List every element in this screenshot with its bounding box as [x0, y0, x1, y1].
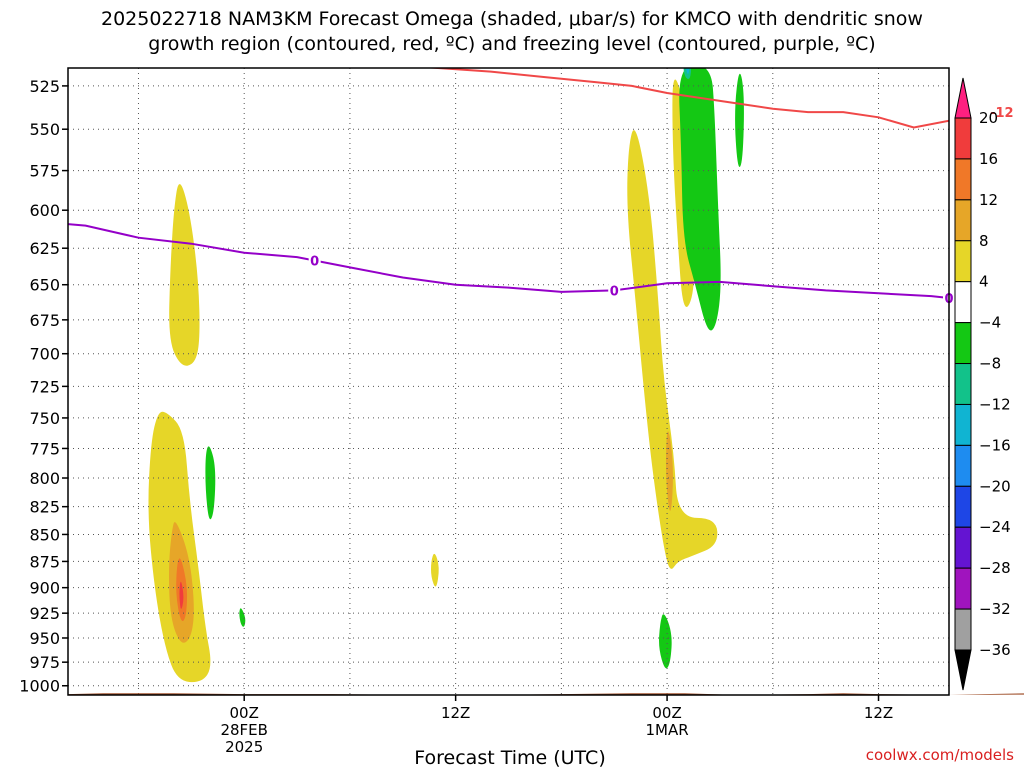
- omega-region-14: [735, 73, 744, 168]
- y-tick-label-550: 550: [29, 120, 60, 139]
- chart-title-line-1: 2025022718 NAM3KM Forecast Omega (shaded…: [101, 8, 923, 30]
- omega-region-9: [665, 431, 673, 511]
- omega-region-11: [679, 68, 721, 331]
- y-tick-label-725: 725: [29, 377, 60, 396]
- colorbar-label-6: −8: [979, 355, 1001, 373]
- temperature-contours: [68, 68, 949, 299]
- y-tick-label-925: 925: [29, 604, 60, 623]
- omega-region-0: [169, 184, 200, 366]
- colorbar-box-0: [954, 117, 972, 160]
- colorbar-label-11: −28: [979, 559, 1011, 577]
- y-tick-label-850: 850: [29, 525, 60, 544]
- plot-frame: [67, 67, 950, 696]
- freezing-level-contour-label-bg-0: [308, 253, 321, 268]
- omega-region-7: [431, 553, 439, 587]
- colorbar-box-3: [954, 240, 972, 283]
- colorbar-label-10: −24: [979, 518, 1011, 536]
- y-tick-label-700: 700: [29, 345, 60, 364]
- omega-region-6: [239, 608, 246, 627]
- y-tick-label-900: 900: [29, 579, 60, 598]
- colorbar-box-2: [954, 199, 972, 242]
- pressure-axis: 525 550 575 600 625 650 675 700 725 750 775 800 825 8…: [19, 77, 68, 696]
- colorbar-label-1: 16: [979, 150, 998, 168]
- colorbar-box-11: [954, 567, 972, 610]
- colorbar-box-5: [954, 322, 972, 365]
- omega-region-13: [685, 68, 690, 74]
- colorbar-label-7: −12: [979, 395, 1011, 413]
- y-tick-label-875: 875: [29, 552, 60, 571]
- colorbar-top-arrow: [954, 77, 972, 119]
- y-tick-label-650: 650: [29, 276, 60, 295]
- omega-shading: [148, 68, 744, 683]
- credit-text: coolwx.com/models: [866, 746, 1014, 764]
- x-tick-label-0-1: 28FEB: [220, 721, 267, 739]
- y-tick-label-950: 950: [29, 629, 60, 648]
- colorbar-box-8: [954, 444, 972, 487]
- y-tick-label-675: 675: [29, 311, 60, 330]
- chart-title-line-2: growth region (contoured, red, ºC) and f…: [148, 33, 875, 55]
- time-axis: 00Z28FEB202512Z00Z1MAR12Z00Z2MAR: [220, 695, 893, 756]
- colorbar-box-10: [954, 526, 972, 569]
- colorbar-label-12: −32: [979, 600, 1011, 618]
- y-tick-label-575: 575: [29, 162, 60, 181]
- dgz-isotherm-contour-label-bg-0: [987, 105, 1016, 120]
- y-tick-label-800: 800: [29, 469, 60, 488]
- freezing-level-contour: [68, 223, 949, 299]
- freezing-level-contour-label-bg-1: [608, 283, 621, 298]
- x-tick-label-36-0: 12Z: [864, 704, 893, 722]
- y-tick-label-600: 600: [29, 201, 60, 220]
- y-tick-label-1000: 1000: [19, 677, 60, 696]
- contour-labels: 000-12: [308, 105, 1016, 307]
- grid-lines: [68, 68, 949, 695]
- omega-region-5: [205, 446, 216, 520]
- colorbar-label-0: 20: [979, 109, 998, 127]
- freezing-level-contour-label-1: 0: [610, 284, 619, 299]
- colorbar-label-4: 4: [979, 273, 989, 291]
- omega-region-8: [627, 130, 718, 569]
- y-tick-label-775: 775: [29, 439, 60, 458]
- colorbar-box-6: [954, 363, 972, 405]
- omega-region-15: [659, 614, 672, 669]
- colorbar-box-7: [954, 403, 972, 446]
- colorbar-label-5: −4: [979, 314, 1001, 332]
- dgz-isotherm-contour: [423, 68, 949, 129]
- x-tick-label-0-2: 2025: [225, 738, 263, 756]
- colorbar-box-4: [954, 281, 972, 324]
- x-tick-label-24-1: 1MAR: [645, 721, 688, 739]
- omega-colorbar: 20 16 12 8 4 −4 −8 −12 −16 −20 −24 −28 −32 −36: [954, 77, 1011, 691]
- x-tick-label-24-0: 00Z: [652, 704, 681, 722]
- x-tick-label-0-0: 00Z: [230, 704, 259, 722]
- x-axis-label: Forecast Time (UTC): [414, 747, 605, 768]
- colorbar-label-3: 8: [979, 232, 989, 250]
- colorbar-bottom-arrow: [954, 649, 972, 691]
- colorbar-label-8: −16: [979, 436, 1011, 454]
- colorbar-label-2: 12: [979, 191, 998, 209]
- colorbar-label-13: −36: [979, 641, 1011, 659]
- y-tick-label-625: 625: [29, 239, 60, 258]
- y-tick-label-825: 825: [29, 498, 60, 517]
- colorbar-box-1: [954, 158, 972, 201]
- omega-region-4: [179, 581, 184, 609]
- colorbar-box-12: [954, 608, 972, 651]
- omega-region-12: [683, 68, 692, 80]
- colorbar-label-9: −20: [979, 477, 1011, 495]
- x-tick-label-12-0: 12Z: [441, 704, 470, 722]
- dgz-isotherm-contour-label-0: -12: [990, 106, 1014, 121]
- y-tick-label-975: 975: [29, 653, 60, 672]
- y-tick-label-525: 525: [29, 77, 60, 96]
- freezing-level-contour-label-0: 0: [310, 255, 319, 270]
- colorbar-box-9: [954, 485, 972, 528]
- y-tick-label-750: 750: [29, 409, 60, 428]
